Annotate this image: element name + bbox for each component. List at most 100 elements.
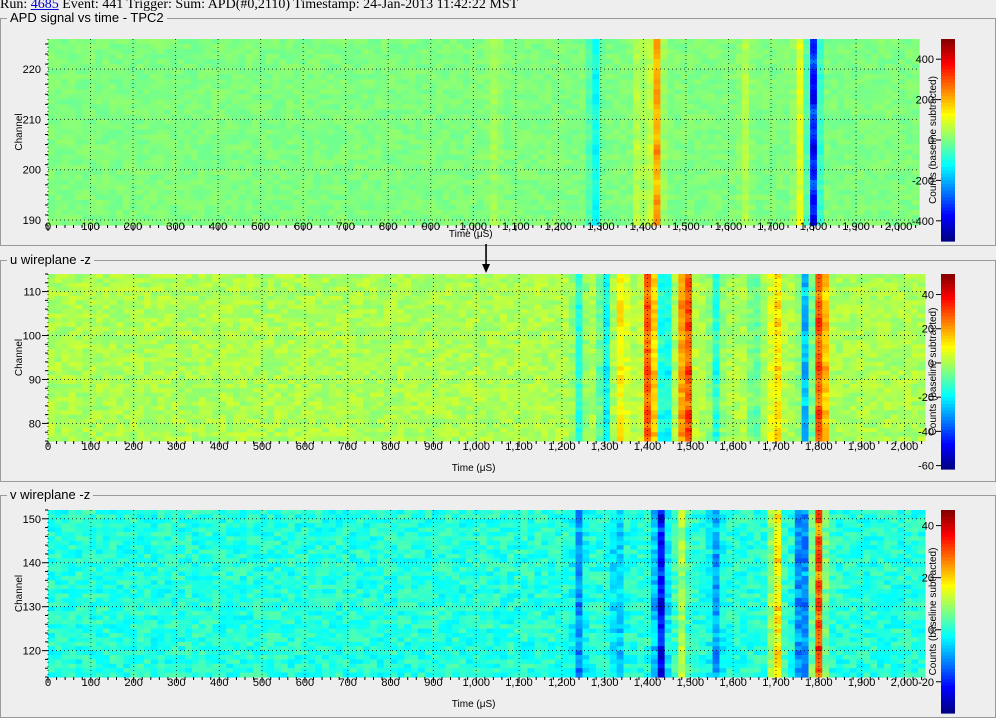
- heatmap-cell: [620, 44, 627, 50]
- heatmap-cell: [647, 104, 654, 110]
- x-tick-label: 1,100: [502, 221, 530, 233]
- heatmap-cell: [123, 140, 130, 146]
- heatmap-cell: [225, 59, 232, 65]
- heatmap-cell: [75, 79, 82, 85]
- heatmap-cell: [354, 220, 361, 226]
- heatmap-cell: [756, 160, 763, 166]
- heatmap-cell: [116, 99, 123, 105]
- heatmap-cell: [667, 145, 674, 151]
- heatmap-cell: [436, 44, 443, 50]
- heatmap-cell: [694, 140, 701, 146]
- heatmap-cell: [341, 54, 348, 60]
- heatmap-cell: [136, 94, 143, 100]
- heatmap-cell: [565, 69, 572, 75]
- heatmap-cell: [157, 185, 164, 191]
- heatmap-cell: [436, 89, 443, 95]
- colorbar-tick-label: 400: [916, 54, 934, 66]
- heatmap-cell: [667, 185, 674, 191]
- heatmap-cell: [422, 104, 429, 110]
- heatmap-cell: [586, 140, 593, 146]
- heatmap-cell: [892, 99, 899, 105]
- heatmap-cell: [402, 180, 409, 186]
- heatmap-cell: [123, 39, 130, 45]
- heatmap-cell: [273, 39, 280, 45]
- heatmap-cell: [878, 180, 885, 186]
- heatmap-cell: [844, 104, 851, 110]
- heatmap-cell: [858, 195, 865, 201]
- heatmap-cell: [865, 79, 872, 85]
- heatmap-cell: [531, 104, 538, 110]
- heatmap-cell: [572, 175, 579, 181]
- heatmap-cell: [742, 180, 749, 186]
- heatmap-cell: [109, 185, 116, 191]
- heatmap-cell: [606, 180, 613, 186]
- heatmap-cell: [354, 39, 361, 45]
- heatmap-cell: [728, 54, 735, 60]
- heatmap-cell: [293, 155, 300, 161]
- heatmap-cell: [334, 79, 341, 85]
- heatmap-cell: [844, 140, 851, 146]
- heatmap-cell: [694, 135, 701, 141]
- heatmap-cell: [375, 195, 382, 201]
- heatmap-cell: [266, 140, 273, 146]
- heatmap-cell: [436, 119, 443, 125]
- heatmap-cell: [191, 44, 198, 50]
- heatmap-cell: [762, 119, 769, 125]
- heatmap-cell: [790, 150, 797, 156]
- heatmap-cell: [143, 74, 150, 80]
- heatmap-cell: [586, 175, 593, 181]
- heatmap-cell: [626, 109, 633, 115]
- heatmap-cell: [273, 74, 280, 80]
- heatmap-cell: [341, 210, 348, 216]
- heatmap-cell: [123, 195, 130, 201]
- heatmap-cell: [899, 190, 906, 196]
- heatmap-cell: [824, 54, 831, 60]
- heatmap-cell: [286, 160, 293, 166]
- heatmap-cell: [436, 54, 443, 60]
- heatmap-cell: [899, 44, 906, 50]
- heatmap-cell: [552, 89, 559, 95]
- heatmap-cell: [82, 140, 89, 146]
- heatmap-cell: [708, 99, 715, 105]
- heatmap-cell: [388, 129, 395, 135]
- heatmap-cell: [742, 145, 749, 151]
- heatmap-cell: [769, 94, 776, 100]
- heatmap-cell: [198, 155, 205, 161]
- heatmap-cell: [375, 180, 382, 186]
- heatmap-cell: [865, 150, 872, 156]
- heatmap-cell: [293, 74, 300, 80]
- heatmap-cell: [504, 160, 511, 166]
- heatmap-cell: [892, 210, 899, 216]
- heatmap-cell: [381, 84, 388, 90]
- heatmap-cell: [68, 39, 75, 45]
- heatmap-cell: [205, 200, 212, 206]
- heatmap-cell: [320, 79, 327, 85]
- heatmap-cell: [660, 89, 667, 95]
- heatmap-cell: [708, 129, 715, 135]
- heatmap-cell: [334, 145, 341, 151]
- heatmap-cell: [327, 190, 334, 196]
- heatmap-cell: [381, 109, 388, 115]
- heatmap-cell: [150, 84, 157, 90]
- heatmap-cell: [633, 39, 640, 45]
- heatmap-cell: [722, 39, 729, 45]
- heatmap-cell: [252, 135, 259, 141]
- heatmap-cell: [415, 54, 422, 60]
- heatmap-cell: [259, 89, 266, 95]
- heatmap-cell: [722, 135, 729, 141]
- heatmap-cell: [803, 94, 810, 100]
- heatmap-cell: [313, 109, 320, 115]
- heatmap-cell: [708, 165, 715, 171]
- heatmap-cell: [273, 180, 280, 186]
- heatmap-cell: [899, 104, 906, 110]
- heatmap-cell: [259, 59, 266, 65]
- heatmap-cell: [150, 74, 157, 80]
- heatmap-cell: [177, 140, 184, 146]
- heatmap-cell: [905, 210, 912, 216]
- heatmap-cell: [177, 135, 184, 141]
- heatmap-cell: [701, 109, 708, 115]
- heatmap-cell: [300, 160, 307, 166]
- heatmap-cell: [749, 135, 756, 141]
